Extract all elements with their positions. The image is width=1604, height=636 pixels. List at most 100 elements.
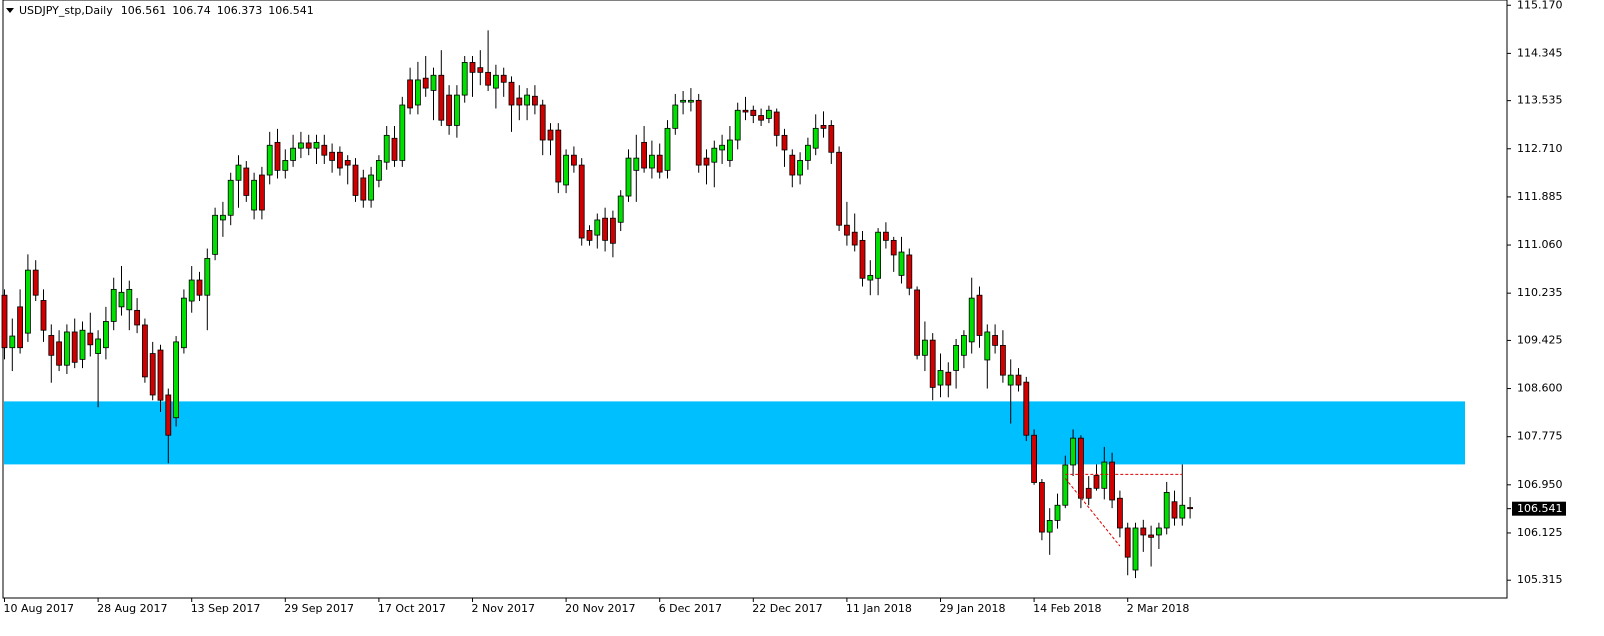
candle-body bbox=[961, 335, 967, 356]
y-tick-label: 105.315 bbox=[1517, 573, 1563, 586]
candle-body bbox=[1039, 482, 1045, 533]
candle-body bbox=[508, 81, 515, 106]
candle-body bbox=[87, 332, 94, 346]
candle-body bbox=[1163, 492, 1170, 529]
candle-body bbox=[56, 341, 62, 366]
candle-body bbox=[516, 97, 523, 106]
x-tick-label: 29 Sep 2017 bbox=[284, 602, 354, 615]
candle-body bbox=[812, 127, 819, 149]
candle-body bbox=[929, 339, 936, 388]
candle-body bbox=[617, 195, 624, 223]
candle-body bbox=[1109, 461, 1115, 501]
candle-body bbox=[375, 160, 382, 181]
x-tick-label: 14 Feb 2018 bbox=[1033, 602, 1101, 615]
low-value: 106.373 bbox=[217, 4, 263, 17]
candle-body bbox=[1148, 534, 1154, 538]
candle-body bbox=[664, 127, 671, 171]
candle-body bbox=[485, 71, 492, 86]
plot-frame bbox=[2, 0, 1508, 599]
candle-body bbox=[1046, 520, 1053, 533]
candle-body bbox=[968, 297, 975, 343]
candle-body bbox=[469, 62, 476, 73]
x-tick-label: 28 Aug 2017 bbox=[97, 602, 167, 615]
candle-body bbox=[79, 329, 86, 360]
candle-body bbox=[984, 331, 991, 361]
x-tick-label: 6 Dec 2017 bbox=[659, 602, 722, 615]
candle-body bbox=[1031, 434, 1037, 483]
close-value: 106.541 bbox=[268, 4, 314, 17]
candle-body bbox=[976, 294, 983, 336]
candle-body bbox=[578, 164, 585, 239]
y-tick-label: 106.950 bbox=[1517, 478, 1563, 491]
candle-body bbox=[461, 62, 468, 96]
candle-body bbox=[173, 341, 180, 419]
x-tick-label: 22 Dec 2017 bbox=[752, 602, 822, 615]
candle-body bbox=[555, 129, 562, 183]
candle-body bbox=[188, 279, 195, 302]
candle-body bbox=[524, 94, 530, 106]
candle-body bbox=[953, 344, 959, 371]
x-tick-label: 10 Aug 2017 bbox=[4, 602, 74, 615]
candle-body bbox=[914, 289, 920, 356]
candle-body bbox=[446, 94, 453, 126]
candle-body bbox=[492, 74, 499, 89]
candle-body bbox=[1085, 487, 1092, 499]
candle-body bbox=[430, 74, 437, 91]
candle-body bbox=[180, 297, 187, 349]
candle-body bbox=[274, 141, 281, 171]
candle-body bbox=[165, 394, 172, 436]
candle-body bbox=[851, 231, 858, 246]
candle-body bbox=[321, 144, 328, 156]
zone bbox=[4, 401, 1465, 465]
candle-body bbox=[103, 321, 109, 349]
candle-body bbox=[391, 137, 398, 161]
candle-body bbox=[532, 95, 538, 106]
candle-body bbox=[820, 125, 827, 129]
candle-body bbox=[633, 157, 640, 171]
y-tick-label: 110.235 bbox=[1517, 286, 1563, 299]
candle-body bbox=[547, 129, 554, 141]
candle-body bbox=[196, 279, 203, 296]
candle-body bbox=[906, 254, 913, 289]
candle-body bbox=[282, 160, 289, 171]
price-box bbox=[1512, 501, 1566, 516]
candle-body bbox=[48, 335, 55, 356]
candle-body bbox=[453, 94, 460, 126]
candle-body bbox=[797, 160, 803, 176]
candle-body bbox=[40, 300, 47, 331]
candle-body bbox=[1015, 374, 1022, 386]
candle-body bbox=[937, 370, 944, 386]
high-value: 106.74 bbox=[172, 4, 211, 17]
y-tick-label: 114.345 bbox=[1517, 46, 1563, 59]
y-tick-label: 109.425 bbox=[1517, 333, 1563, 346]
candle-body bbox=[1117, 497, 1123, 529]
menu-arrow[interactable] bbox=[6, 8, 14, 13]
candle-body bbox=[656, 154, 663, 173]
candle-body bbox=[219, 214, 226, 221]
candle-body bbox=[680, 99, 686, 103]
candle-body bbox=[235, 164, 242, 181]
candle-body bbox=[586, 230, 593, 241]
candle-body bbox=[688, 99, 694, 103]
candle-body bbox=[1000, 344, 1006, 376]
candle-body bbox=[1156, 527, 1162, 536]
candle-body bbox=[571, 154, 577, 166]
candle-body bbox=[672, 104, 679, 129]
candle-body bbox=[344, 160, 351, 166]
chart-header: USDJPY_stp,Daily 106.561 106.74 106.373 106.… bbox=[19, 4, 314, 17]
candle-body bbox=[1140, 527, 1147, 536]
candle-body bbox=[383, 134, 390, 163]
candle-body bbox=[24, 269, 31, 334]
x-tick-label: 13 Sep 2017 bbox=[191, 602, 261, 615]
candle-body bbox=[867, 274, 874, 281]
trendline bbox=[1064, 478, 1121, 547]
candle-body bbox=[992, 335, 998, 346]
candle-body bbox=[297, 142, 304, 149]
candle-body bbox=[477, 67, 484, 73]
candle-body bbox=[1070, 437, 1076, 466]
candle-body bbox=[149, 353, 156, 396]
candle-body bbox=[360, 177, 367, 201]
candle-body bbox=[336, 151, 343, 169]
candle-body bbox=[781, 134, 788, 151]
